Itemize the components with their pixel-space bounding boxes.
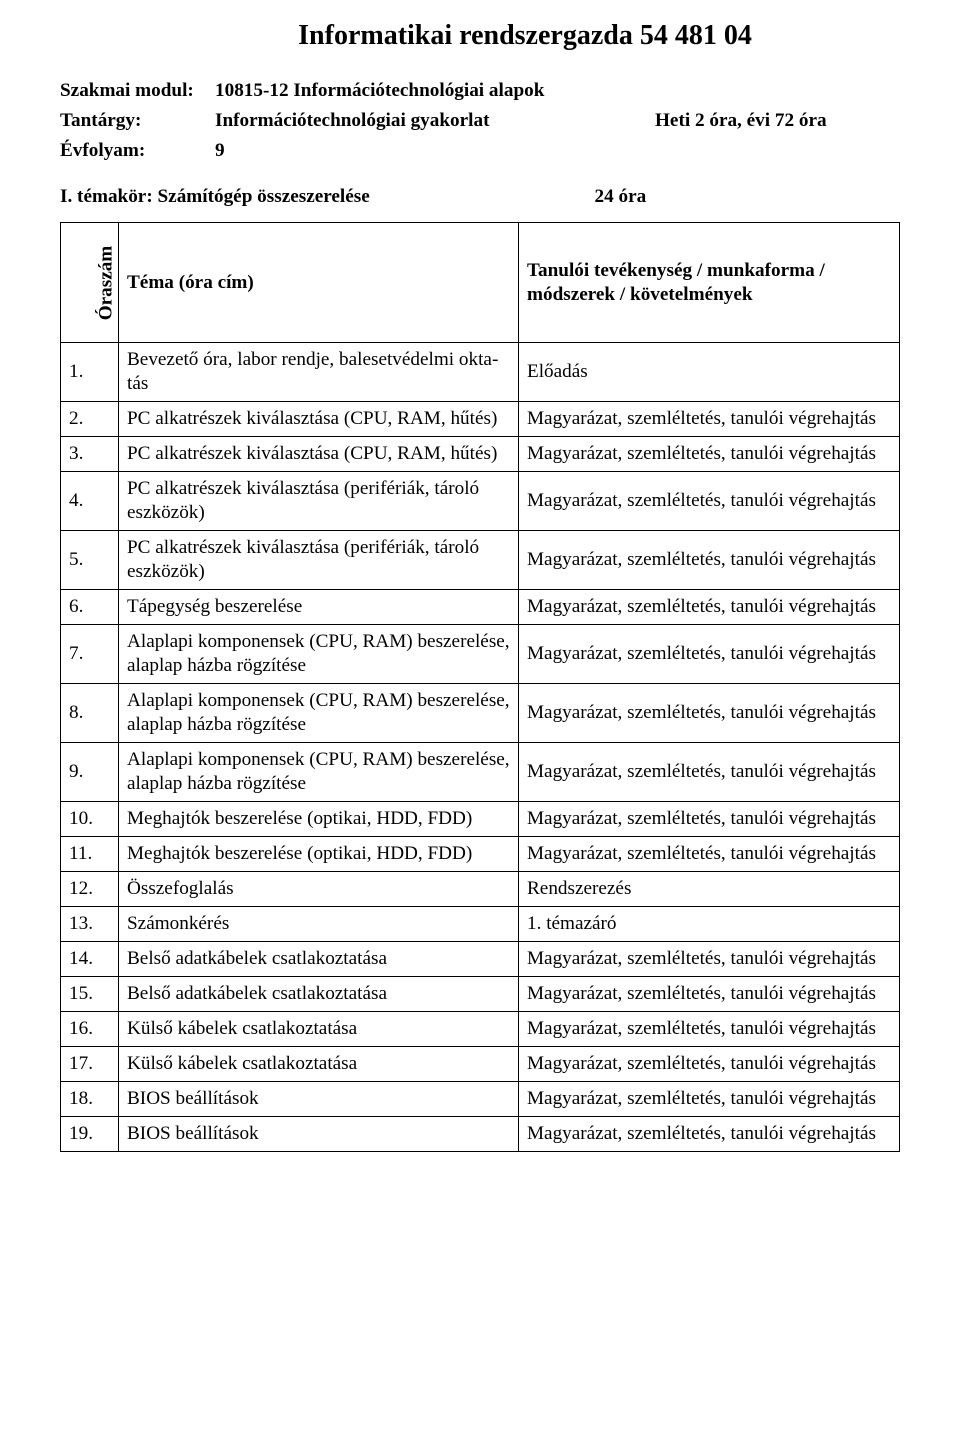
row-activity: Magyarázat, szemléltetés, tanulói végre­… [519,1047,900,1082]
table-row: 18.BIOS beállításokMagyarázat, szemlélte… [61,1082,900,1117]
row-num: 6. [61,590,119,625]
meta-row-subject: Tantárgy: Információtechnológiai gyakorl… [60,106,895,136]
row-num: 1. [61,343,119,402]
table-row: 3.PC alkatrészek kiválasztása (CPU, RAM,… [61,437,900,472]
table-header-row: Óraszám Téma (óra cím) Tanulói tevékenys… [61,223,900,343]
meta-value: Információtechnológiai gyakorlat [215,106,655,136]
header-topic: Téma (óra cím) [119,223,519,343]
section-heading: I. témakör: Számítógép összeszerelése 24… [60,186,900,208]
table-row: 6.Tápegység beszereléseMagyarázat, szeml… [61,590,900,625]
row-activity: 1. témazáró [519,907,900,942]
row-activity: Előadás [519,343,900,402]
table-row: 12.ÖsszefoglalásRendszerezés [61,872,900,907]
row-activity: Magyarázat, szemléltetés, tanulói végre­… [519,1117,900,1152]
table-row: 2.PC alkatrészek kiválasztása (CPU, RAM,… [61,402,900,437]
table-row: 8.Alaplapi komponensek (CPU, RAM) beszer… [61,684,900,743]
row-num: 16. [61,1012,119,1047]
row-topic: Meghajtók beszerelése (optikai, HDD, FDD… [119,802,519,837]
meta-row-grade: Évfolyam: 9 [60,136,895,166]
row-num: 13. [61,907,119,942]
meta-label: Évfolyam: [60,136,215,166]
meta-extra [655,136,895,166]
row-activity: Magyarázat, szemléltetés, tanulói végre­… [519,837,900,872]
row-num: 10. [61,802,119,837]
row-num: 14. [61,942,119,977]
row-activity: Magyarázat, szemléltetés, tanulói végre­… [519,802,900,837]
row-activity: Magyarázat, szemléltetés, tanulói végre­… [519,684,900,743]
row-activity: Magyarázat, szemléltetés, tanulói végre­… [519,977,900,1012]
row-activity: Magyarázat, szemléltetés, tanulói végre­… [519,531,900,590]
row-activity: Magyarázat, szemléltetés, tanulói végre­… [519,743,900,802]
row-topic: BIOS beállítások [119,1082,519,1117]
table-row: 5.PC alkatrészek kiválasztása (perifériá… [61,531,900,590]
row-topic: PC alkatrészek kiválasztása (CPU, RAM, h… [119,402,519,437]
curriculum-table: Óraszám Téma (óra cím) Tanulói tevékenys… [60,222,900,1152]
header-num-label: Óraszám [94,245,118,320]
row-topic: Összefoglalás [119,872,519,907]
row-num: 18. [61,1082,119,1117]
row-num: 7. [61,625,119,684]
header-num: Óraszám [61,223,119,343]
row-num: 4. [61,472,119,531]
row-num: 11. [61,837,119,872]
row-num: 12. [61,872,119,907]
row-activity: Magyarázat, szemléltetés, tanulói végre­… [519,1012,900,1047]
table-row: 16.Külső kábelek csatlakoztatásaMagyaráz… [61,1012,900,1047]
row-topic: Alaplapi komponensek (CPU, RAM) beszerel… [119,684,519,743]
row-topic: Számonkérés [119,907,519,942]
row-num: 17. [61,1047,119,1082]
row-num: 9. [61,743,119,802]
meta-label: Szakmai modul: [60,76,215,106]
row-activity: Magyarázat, szemléltetés, tanulói végre­… [519,625,900,684]
table-row: 14.Belső adatkábelek csatlakoztatásaMagy… [61,942,900,977]
row-topic: PC alkatrészek kiválasztása (perifériák,… [119,531,519,590]
row-topic: Alaplapi komponensek (CPU, RAM) beszerel… [119,625,519,684]
row-activity: Magyarázat, szemléltetés, tanulói végre­… [519,437,900,472]
table-row: 1.Bevezető óra, labor rendje, balesetvéd… [61,343,900,402]
row-num: 8. [61,684,119,743]
row-topic: PC alkatrészek kiválasztása (perifériák,… [119,472,519,531]
row-topic: Belső adatkábelek csatlakoztatása [119,977,519,1012]
row-activity: Magyarázat, szemléltetés, tanulói végre­… [519,590,900,625]
meta-row-module: Szakmai modul: 10815-12 Információtechno… [60,76,895,106]
row-activity: Magyarázat, szemléltetés, tanulói végre­… [519,942,900,977]
row-num: 3. [61,437,119,472]
row-num: 15. [61,977,119,1012]
row-activity: Rendszerezés [519,872,900,907]
row-activity: Magyarázat, szemléltetés, tanulói végre­… [519,472,900,531]
table-row: 17.Külső kábelek csatlakoztatásaMagyaráz… [61,1047,900,1082]
row-topic: Külső kábelek csatlakoztatása [119,1047,519,1082]
row-activity: Magyarázat, szemléltetés, tanulói végre­… [519,402,900,437]
row-topic: Meghajtók beszerelése (optikai, HDD, FDD… [119,837,519,872]
table-row: 19.BIOS beállításokMagyarázat, szemlélte… [61,1117,900,1152]
row-num: 5. [61,531,119,590]
meta-extra [655,76,895,106]
table-row: 11.Meghajtók beszerelése (optikai, HDD, … [61,837,900,872]
row-topic: Alaplapi komponensek (CPU, RAM) beszerel… [119,743,519,802]
page-title: Informatikai rendszergazda 54 481 04 [150,20,900,52]
row-topic: Külső kábelek csatlakoztatása [119,1012,519,1047]
table-row: 10.Meghajtók beszerelése (optikai, HDD, … [61,802,900,837]
table-row: 13.Számonkérés1. témazáró [61,907,900,942]
row-topic: Tápegység beszerelése [119,590,519,625]
row-num: 19. [61,1117,119,1152]
meta-label: Tantárgy: [60,106,215,136]
row-topic: Bevezető óra, labor rendje, balesetvédel… [119,343,519,402]
meta-block: Szakmai modul: 10815-12 Információtechno… [60,76,895,166]
table-row: 4.PC alkatrészek kiválasztása (perifériá… [61,472,900,531]
section-title: I. témakör: Számítógép összeszerelése [60,186,370,207]
meta-extra: Heti 2 óra, évi 72 óra [655,106,895,136]
section-hours: 24 óra [595,186,647,207]
meta-value: 9 [215,136,655,166]
table-row: 7.Alaplapi komponensek (CPU, RAM) beszer… [61,625,900,684]
row-topic: PC alkatrészek kiválasztása (CPU, RAM, h… [119,437,519,472]
table-row: 15.Belső adatkábelek csatlakoztatásaMagy… [61,977,900,1012]
row-num: 2. [61,402,119,437]
header-activity: Tanulói tevékenység / munkaforma / módsz… [519,223,900,343]
row-activity: Magyarázat, szemléltetés, tanulói végre­… [519,1082,900,1117]
row-topic: BIOS beállítások [119,1117,519,1152]
meta-value: 10815-12 Információtechnológiai alapok [215,76,655,106]
table-row: 9.Alaplapi komponensek (CPU, RAM) beszer… [61,743,900,802]
row-topic: Belső adatkábelek csatlakoztatása [119,942,519,977]
